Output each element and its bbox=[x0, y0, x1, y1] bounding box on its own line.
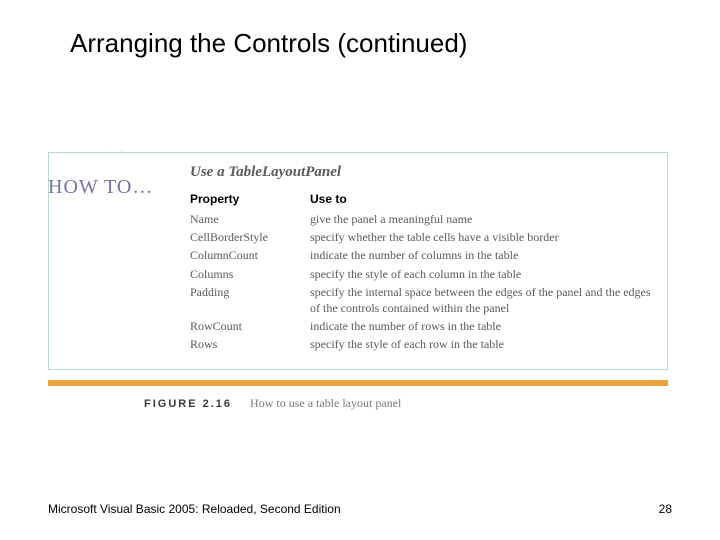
slide-title: Arranging the Controls (continued) bbox=[0, 0, 720, 59]
table-row: Namegive the panel a meaningful name bbox=[190, 210, 660, 228]
orange-divider bbox=[48, 380, 668, 386]
prop-name: Padding bbox=[190, 283, 310, 317]
prop-name: RowCount bbox=[190, 317, 310, 335]
prop-use: indicate the number of columns in the ta… bbox=[310, 246, 660, 264]
figure-number: FIGURE 2.16 bbox=[144, 398, 232, 410]
figure-subheading: Use a TableLayoutPanel bbox=[190, 164, 341, 181]
prop-name: Columns bbox=[190, 265, 310, 283]
slide-footer: Microsoft Visual Basic 2005: Reloaded, S… bbox=[0, 502, 720, 516]
property-table: Property Use to Namegive the panel a mea… bbox=[190, 190, 660, 354]
table-row: Columnsspecify the style of each column … bbox=[190, 265, 660, 283]
footer-source: Microsoft Visual Basic 2005: Reloaded, S… bbox=[48, 502, 341, 516]
table-header-row: Property Use to bbox=[190, 190, 660, 210]
prop-name: ColumnCount bbox=[190, 246, 310, 264]
col-use-to: Use to bbox=[310, 190, 660, 210]
prop-name: CellBorderStyle bbox=[190, 228, 310, 246]
table-row: Paddingspecify the internal space betwee… bbox=[190, 283, 660, 317]
table-row: ColumnCountindicate the number of column… bbox=[190, 246, 660, 264]
figure-caption: FIGURE 2.16 How to use a table layout pa… bbox=[48, 380, 668, 411]
prop-use: specify the style of each column in the … bbox=[310, 265, 660, 283]
prop-use: specify whether the table cells have a v… bbox=[310, 228, 660, 246]
page-number: 28 bbox=[659, 502, 672, 516]
prop-use: indicate the number of rows in the table bbox=[310, 317, 660, 335]
prop-name: Name bbox=[190, 210, 310, 228]
col-property: Property bbox=[190, 190, 310, 210]
figure-caption-text: How to use a table layout panel bbox=[250, 396, 401, 411]
prop-use: specify the internal space between the e… bbox=[310, 283, 660, 317]
howto-label: HOW TO… bbox=[48, 176, 153, 199]
table-row: CellBorderStylespecify whether the table… bbox=[190, 228, 660, 246]
prop-use: specify the style of each row in the tab… bbox=[310, 335, 660, 353]
prop-name: Rows bbox=[190, 335, 310, 353]
table-row: RowCountindicate the number of rows in t… bbox=[190, 317, 660, 335]
prop-use: give the panel a meaningful name bbox=[310, 210, 660, 228]
table-row: Rowsspecify the style of each row in the… bbox=[190, 335, 660, 353]
